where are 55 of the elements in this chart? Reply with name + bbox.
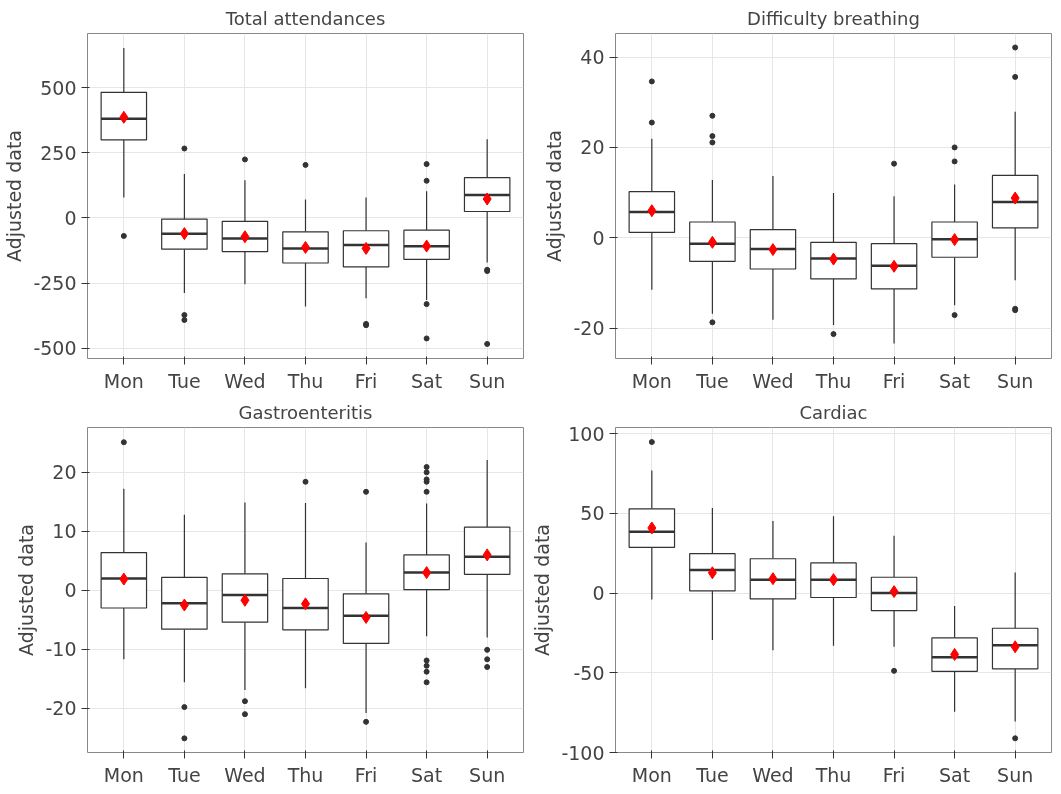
x-tick-label: Fri [882,763,906,786]
x-tick-label: Wed [752,369,794,392]
x-tick-label: Sat [411,763,443,786]
x-tick-label: Wed [224,369,266,392]
chart-title: Total attendances [224,7,386,29]
y-tick-label: 500 [40,76,77,99]
y-axis-title: Adjusted data [531,524,554,656]
x-tick-label: Sat [939,369,971,392]
y-tick-label: -10 [45,638,77,661]
chart-title: Cardiac [799,401,868,423]
chart-title: Gastroenteritis [238,401,373,423]
chart-title: Difficulty breathing [747,7,920,29]
x-tick-label: Mon [631,369,672,392]
x-tick-label: Fri [354,763,378,786]
x-tick-label: Tue [695,763,729,786]
x-tick-label: Tue [167,763,201,786]
y-tick-label: 0 [64,206,77,229]
x-tick-label: Mon [631,763,672,786]
x-tick-label: Mon [103,763,144,786]
x-tick-label: Sat [939,763,971,786]
y-tick-label: -500 [33,337,77,360]
y-axis-title: Adjusted data [3,130,26,262]
y-tick-label: 40 [580,46,605,68]
x-tick-label: Sun [469,763,506,786]
x-tick-label: Thu [814,763,852,786]
x-tick-label: Tue [167,369,201,392]
x-tick-label: Mon [103,369,144,392]
x-tick-label: Sun [997,369,1034,392]
y-tick-label: 0 [592,582,605,605]
x-tick-label: Thu [286,763,324,786]
x-tick-label: Sat [411,369,443,392]
y-tick-label: -20 [573,317,605,340]
y-tick-label: -20 [45,697,77,720]
x-tick-label: Tue [695,369,729,392]
y-tick-label: 10 [52,520,77,543]
y-axis-title: Adjusted data [543,130,566,262]
x-tick-label: Thu [286,369,324,392]
y-tick-label: 50 [580,502,605,525]
x-tick-label: Thu [814,369,852,392]
y-tick-label: 20 [580,136,605,159]
y-tick-label: 0 [64,579,77,602]
x-tick-label: Wed [224,763,266,786]
x-tick-label: Sun [469,369,506,392]
x-tick-label: Wed [752,763,794,786]
y-tick-label: 250 [40,141,77,164]
y-tick-label: 20 [52,461,77,484]
y-tick-label: -100 [561,741,605,764]
y-tick-label: 100 [568,422,605,445]
x-tick-label: Sun [997,763,1034,786]
y-axis-title: Adjusted data [15,524,38,656]
x-tick-label: Fri [882,369,906,392]
y-tick-label: -50 [573,661,605,684]
y-tick-label: 0 [592,226,605,249]
y-tick-label: -250 [33,272,77,295]
x-tick-label: Fri [354,369,378,392]
